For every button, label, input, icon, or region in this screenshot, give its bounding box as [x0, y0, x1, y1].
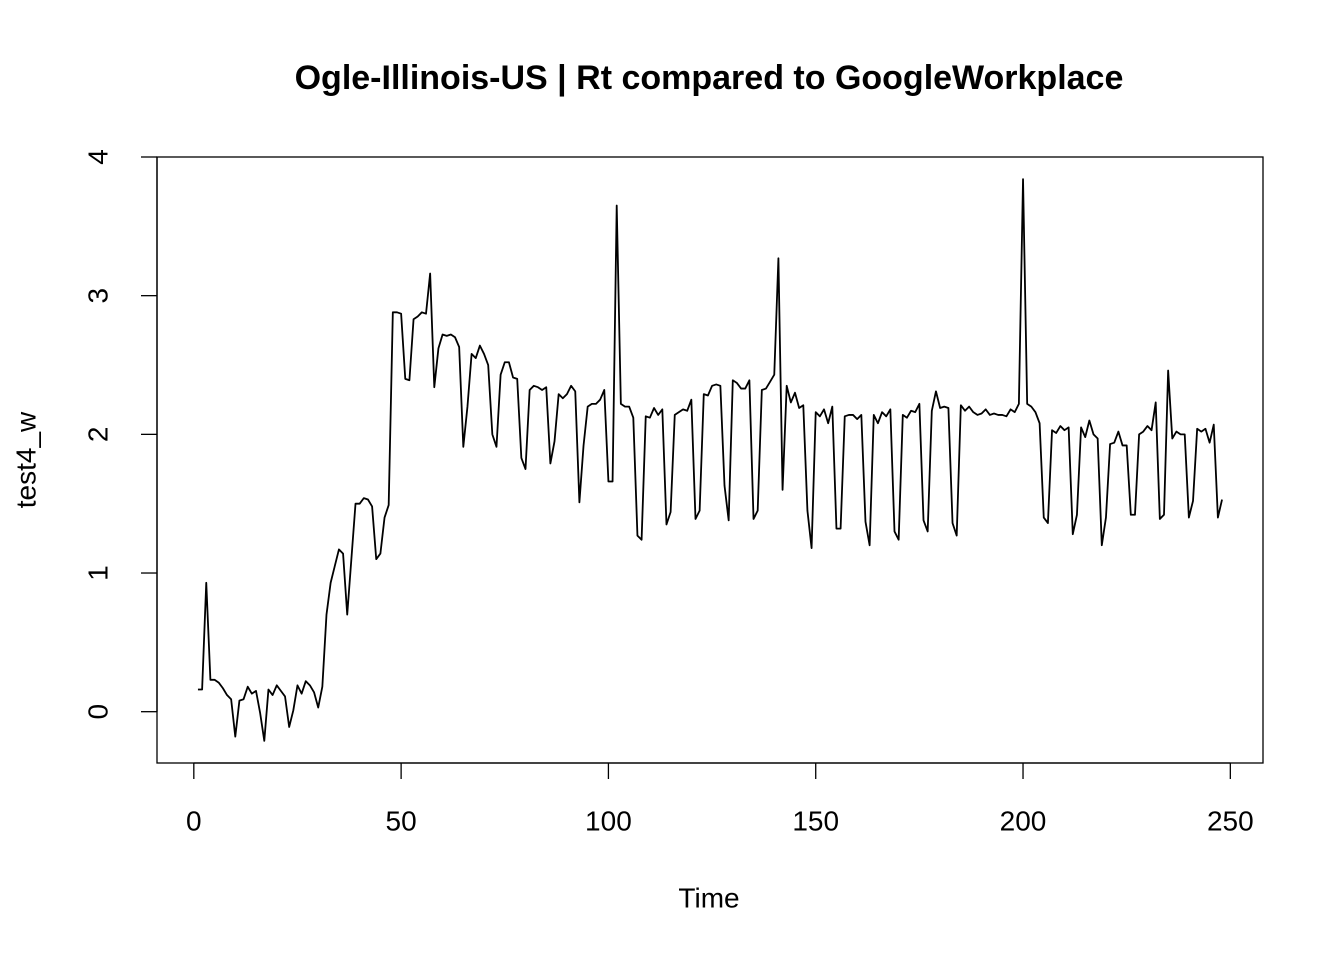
y-tick-label: 1: [82, 565, 113, 581]
x-tick-label: 250: [1207, 805, 1254, 836]
y-tick-label: 4: [82, 149, 113, 165]
y-axis-label: test4_w: [10, 411, 41, 508]
x-tick-label: 150: [792, 805, 839, 836]
x-tick-label: 0: [186, 805, 202, 836]
y-tick-label: 3: [82, 288, 113, 304]
y-tick-label: 0: [82, 704, 113, 720]
x-tick-label: 50: [386, 805, 417, 836]
x-tick-label: 100: [585, 805, 632, 836]
x-axis-label: Time: [678, 882, 739, 913]
y-tick-label: 2: [82, 427, 113, 443]
data-line: [197, 178, 1223, 742]
x-tick-label: 200: [1000, 805, 1047, 836]
chart-title: Ogle-Illinois-US | Rt compared to Google…: [295, 59, 1124, 97]
